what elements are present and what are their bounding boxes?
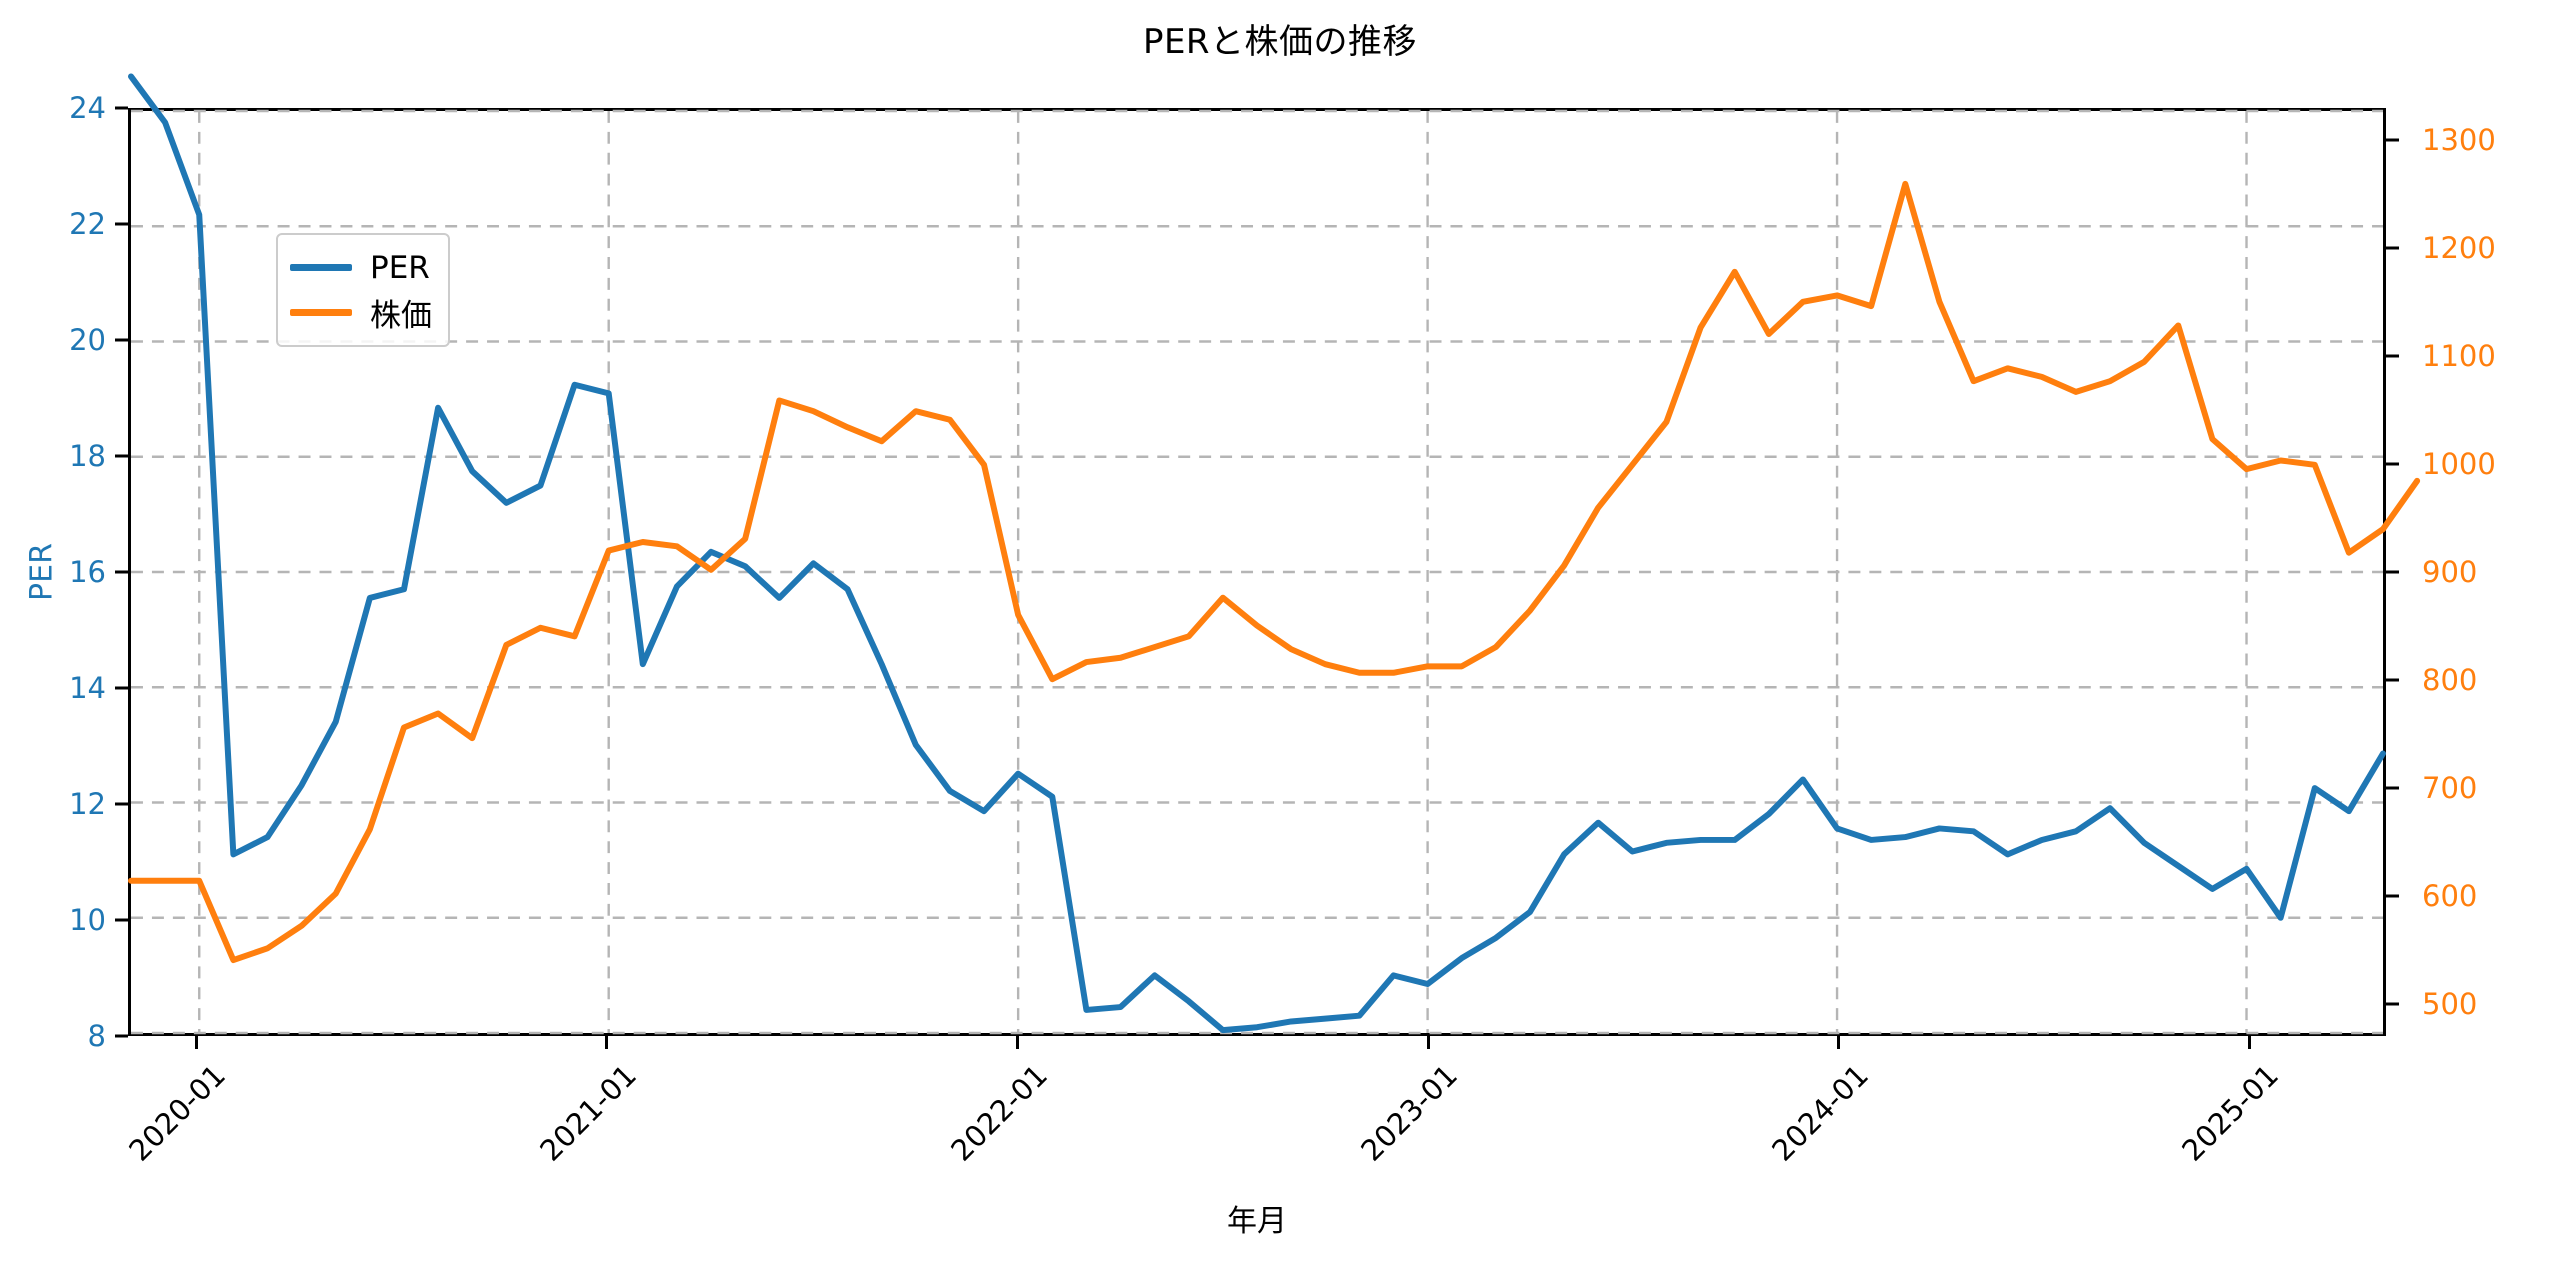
- left-y-tick-label: 14: [69, 671, 106, 705]
- left-y-tick-mark: [115, 338, 128, 342]
- x-tick-label: 2021-01: [533, 1058, 644, 1168]
- x-tick-mark: [1837, 1036, 1841, 1049]
- left-y-tick-label: 16: [69, 555, 106, 589]
- data-series-layer: [128, 73, 2421, 1034]
- right-y-tick-mark: [2386, 678, 2399, 682]
- left-y-tick-label: 10: [69, 903, 106, 937]
- left-y-tick-mark: [115, 918, 128, 922]
- right-y-tick-label: 700: [2422, 770, 2478, 805]
- right-y-tick-label: 600: [2422, 878, 2478, 913]
- x-tick-label: 2025-01: [2175, 1058, 2286, 1168]
- left-y-tick-mark: [115, 222, 128, 226]
- chart-legend: PER 株価: [276, 233, 450, 347]
- x-tick-mark: [2247, 1036, 2251, 1049]
- series-line-kabuka: [128, 180, 2421, 964]
- x-tick-mark: [605, 1036, 609, 1049]
- legend-item-kabuka: 株価: [290, 290, 432, 335]
- x-tick-mark: [1016, 1036, 1019, 1049]
- right-y-tick-mark: [2386, 462, 2399, 466]
- right-y-tick-mark: [2386, 138, 2399, 142]
- legend-label-per: PER: [370, 249, 430, 286]
- right-y-tick-mark: [2386, 1002, 2399, 1006]
- left-y-tick-label: 22: [69, 207, 106, 241]
- right-y-tick-label: 1300: [2422, 123, 2496, 158]
- right-y-tick-label: 1200: [2422, 231, 2496, 266]
- left-y-tick-label: 24: [69, 91, 106, 125]
- left-y-tick-label: 12: [69, 787, 106, 821]
- gridlines: [131, 109, 2383, 1035]
- right-y-tick-label: 900: [2422, 555, 2478, 589]
- x-tick-label: 2020-01: [122, 1058, 233, 1168]
- right-y-tick-label: 800: [2422, 662, 2478, 697]
- right-y-tick-mark: [2386, 570, 2399, 574]
- x-tick-label: 2024-01: [1764, 1058, 1875, 1168]
- left-y-tick-label: 18: [69, 439, 106, 473]
- left-y-tick-mark: [115, 686, 128, 690]
- legend-swatch-kabuka: [290, 309, 352, 316]
- right-y-tick-label: 1000: [2422, 447, 2496, 482]
- legend-item-per: PER: [290, 245, 432, 290]
- left-y-tick-mark: [115, 1034, 128, 1038]
- legend-label-kabuka: 株価: [370, 298, 432, 334]
- x-axis-label: 年月: [1227, 1204, 1287, 1239]
- x-tick-mark: [1426, 1036, 1430, 1049]
- left-y-tick-label: 8: [87, 1019, 106, 1053]
- left-y-axis-label: PER: [24, 543, 60, 601]
- right-y-tick-mark: [2386, 354, 2399, 358]
- x-tick-label: 2023-01: [1354, 1058, 1465, 1168]
- right-y-tick-mark: [2386, 246, 2399, 250]
- right-y-tick-mark: [2386, 786, 2399, 790]
- right-y-tick-label: 1100: [2422, 339, 2496, 374]
- x-tick-mark: [194, 1036, 198, 1049]
- legend-swatch-per: [290, 264, 352, 271]
- left-y-tick-mark: [115, 454, 128, 458]
- left-y-tick-mark: [115, 570, 128, 574]
- left-y-tick-label: 20: [69, 323, 106, 357]
- plot-area: PER 株価: [128, 73, 2421, 1036]
- chart-title: PERと株価の推移: [1142, 22, 1418, 62]
- series-line-per: [128, 73, 2386, 1034]
- x-axis: 2020-01 2021-01 2022-01 2023-01 2024-01 2025-…: [123, 1036, 2386, 1176]
- left-y-tick-mark: [115, 802, 128, 806]
- right-y-tick-mark: [2386, 894, 2399, 898]
- x-tick-label: 2022-01: [943, 1058, 1054, 1168]
- left-y-tick-mark: [115, 106, 128, 110]
- right-y-tick-label: 500: [2422, 986, 2478, 1021]
- left-y-axis: PER 8 10 12 14 16 18 20 22 24: [0, 91, 128, 1053]
